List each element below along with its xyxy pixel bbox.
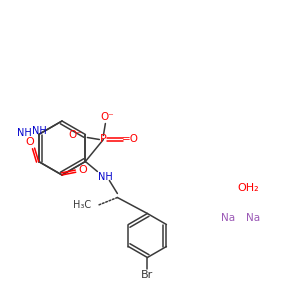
Text: NH: NH bbox=[32, 125, 47, 136]
Text: P: P bbox=[100, 134, 107, 145]
Text: Na: Na bbox=[221, 213, 235, 223]
Text: H₃C: H₃C bbox=[73, 200, 92, 209]
Text: O: O bbox=[78, 165, 87, 175]
Text: O⁻: O⁻ bbox=[100, 112, 114, 122]
Text: NH: NH bbox=[17, 128, 32, 137]
Text: O⁻: O⁻ bbox=[68, 130, 82, 140]
Text: OH₂: OH₂ bbox=[237, 183, 259, 193]
Text: =O: =O bbox=[122, 134, 139, 145]
Text: Na: Na bbox=[246, 213, 260, 223]
Text: Br: Br bbox=[141, 271, 154, 281]
Text: O: O bbox=[25, 137, 34, 147]
Text: NH: NH bbox=[98, 172, 113, 182]
